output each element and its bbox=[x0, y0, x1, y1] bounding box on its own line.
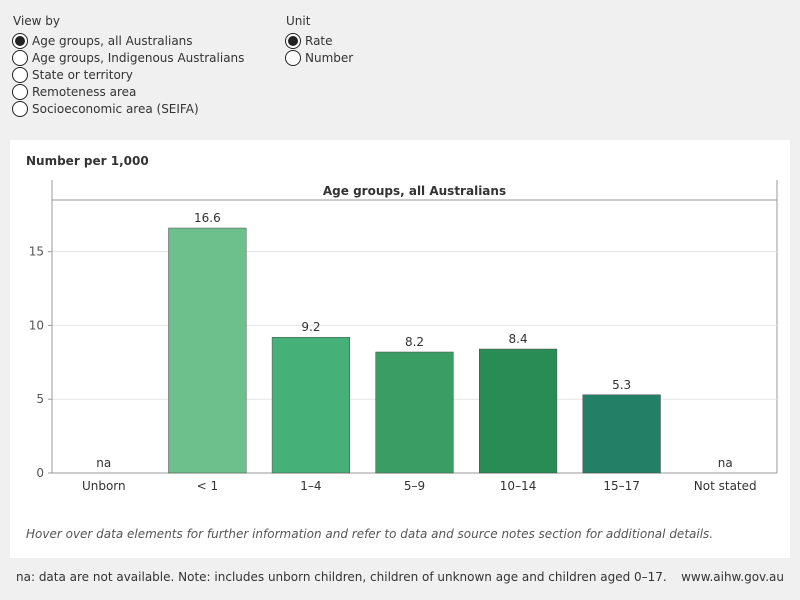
x-tick-label: 1–4 bbox=[300, 479, 321, 493]
data-label-na: na bbox=[718, 456, 733, 470]
radio-label: Socioeconomic area (SEIFA) bbox=[32, 101, 199, 116]
radio-label: Remoteness area bbox=[32, 84, 137, 99]
radio-option-rate[interactable]: Rate bbox=[285, 32, 333, 49]
chart-panel: Number per 1,000 Hover over data element… bbox=[10, 140, 790, 558]
data-label: 8.2 bbox=[405, 335, 424, 349]
radio-label: State or territory bbox=[32, 67, 133, 82]
radio-button[interactable] bbox=[12, 66, 28, 83]
radio-label: Number bbox=[305, 50, 354, 65]
radio-button[interactable] bbox=[12, 83, 28, 100]
radio-label: Rate bbox=[305, 33, 333, 48]
radio-option-age-groups-all[interactable]: Age groups, all Australians bbox=[12, 32, 193, 49]
radio-button[interactable] bbox=[285, 32, 301, 49]
hover-note: Hover over data elements for further inf… bbox=[26, 527, 714, 541]
y-tick-label: 15 bbox=[29, 245, 44, 259]
bar-3 bbox=[375, 351, 454, 474]
y-tick-label: 10 bbox=[29, 318, 44, 332]
radio-button[interactable] bbox=[12, 32, 28, 49]
bar-5 bbox=[582, 394, 661, 474]
radio-button[interactable] bbox=[12, 49, 28, 66]
bar-4 bbox=[478, 348, 558, 474]
data-label: 16.6 bbox=[194, 211, 221, 225]
unit-title: Unit bbox=[286, 14, 311, 28]
data-label-na: na bbox=[96, 456, 111, 470]
x-tick-label: Unborn bbox=[82, 479, 126, 493]
x-tick-label: Not stated bbox=[694, 479, 757, 493]
y-axis-unit-label: Number per 1,000 bbox=[26, 154, 149, 168]
data-label: 8.4 bbox=[509, 332, 528, 346]
x-tick-label: 10–14 bbox=[500, 479, 537, 493]
data-label: 9.2 bbox=[301, 320, 320, 334]
radio-label: Age groups, Indigenous Australians bbox=[32, 50, 245, 65]
radio-option-state-territory[interactable]: State or territory bbox=[12, 66, 133, 83]
radio-option-remoteness[interactable]: Remoteness area bbox=[12, 83, 136, 100]
radio-option-number[interactable]: Number bbox=[285, 49, 353, 66]
site-url: www.aihw.gov.au bbox=[681, 570, 784, 584]
radio-button[interactable] bbox=[285, 49, 301, 66]
radio-button[interactable] bbox=[12, 100, 28, 117]
radio-label: Age groups, all Australians bbox=[32, 33, 193, 48]
data-label: 5.3 bbox=[612, 378, 631, 392]
filter-controls: View by Age groups, all Australians Age … bbox=[0, 0, 800, 140]
y-tick-label: 0 bbox=[36, 466, 44, 480]
bar-1 bbox=[168, 227, 247, 474]
radio-option-age-groups-indigenous[interactable]: Age groups, Indigenous Australians bbox=[12, 49, 244, 66]
y-tick-label: 5 bbox=[36, 392, 44, 406]
footer-note: na: data are not available. Note: includ… bbox=[16, 570, 667, 584]
chart-title: Age groups, all Australians bbox=[323, 184, 506, 198]
bar-2 bbox=[271, 336, 351, 474]
radio-option-seifa[interactable]: Socioeconomic area (SEIFA) bbox=[12, 100, 199, 117]
x-tick-label: 15–17 bbox=[603, 479, 640, 493]
x-tick-label: 5–9 bbox=[404, 479, 425, 493]
view-by-title: View by bbox=[13, 14, 61, 28]
x-tick-label: < 1 bbox=[197, 479, 219, 493]
